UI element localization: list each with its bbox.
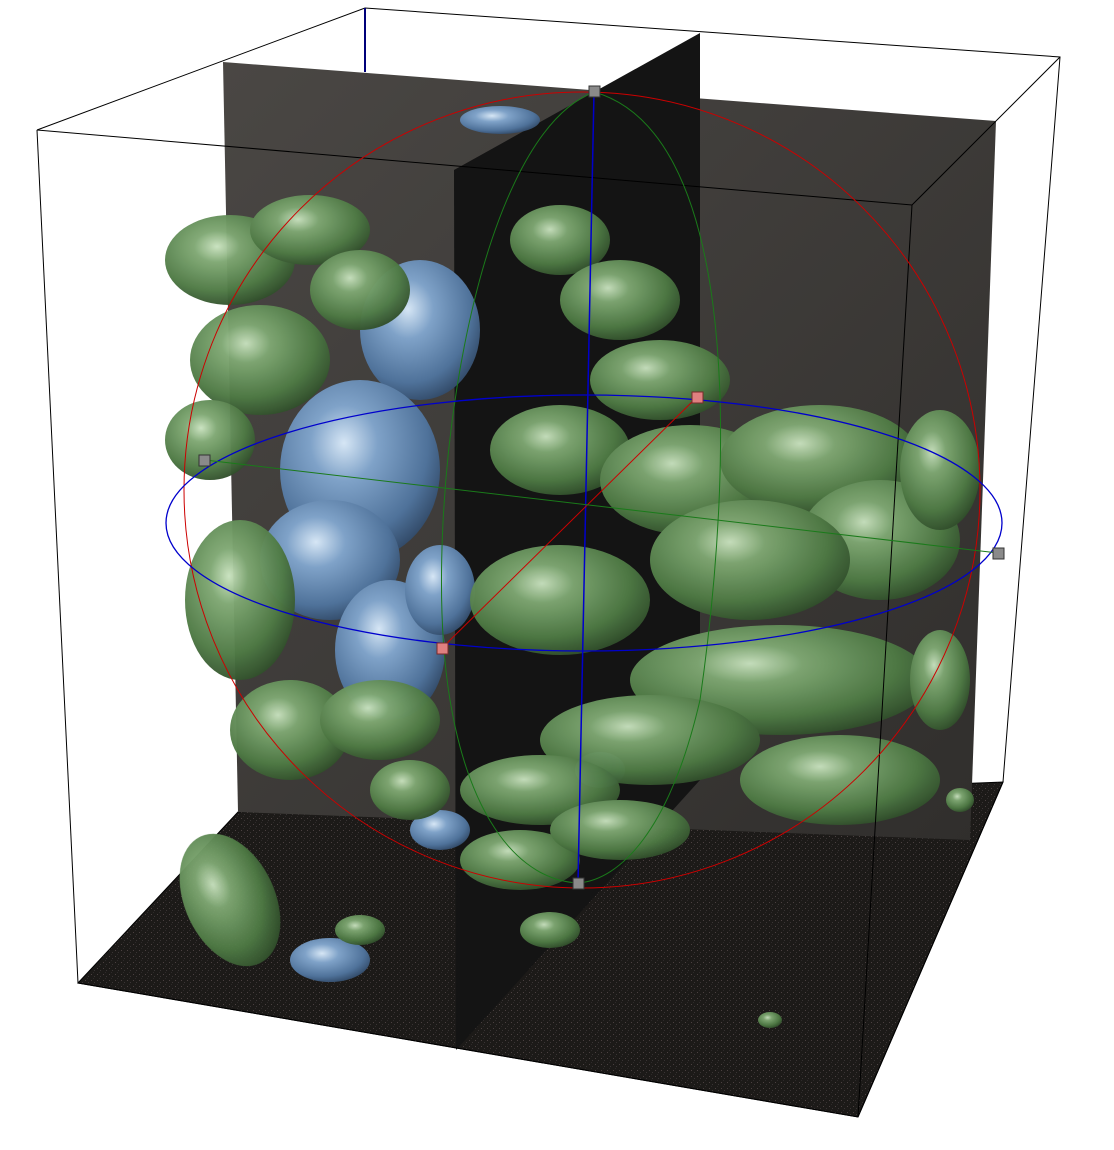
manipulator-handles[interactable] [198, 85, 1005, 890]
handle-front[interactable] [436, 642, 449, 655]
manipulator-z-axis[interactable] [577, 91, 595, 884]
manipulator-z-ring[interactable] [165, 394, 1003, 652]
isosurface-secondary [260, 106, 625, 982]
manipulator-x-axis[interactable] [441, 396, 698, 649]
handle-back[interactable] [691, 391, 704, 404]
rotation-manipulator[interactable] [165, 91, 1003, 889]
handle-left[interactable] [198, 454, 211, 467]
bounding-box [36, 7, 1061, 1118]
manipulator-y-axis[interactable] [204, 459, 999, 554]
handle-right[interactable] [992, 547, 1005, 560]
handle-bottom[interactable] [572, 877, 585, 890]
handle-top[interactable] [588, 85, 601, 98]
